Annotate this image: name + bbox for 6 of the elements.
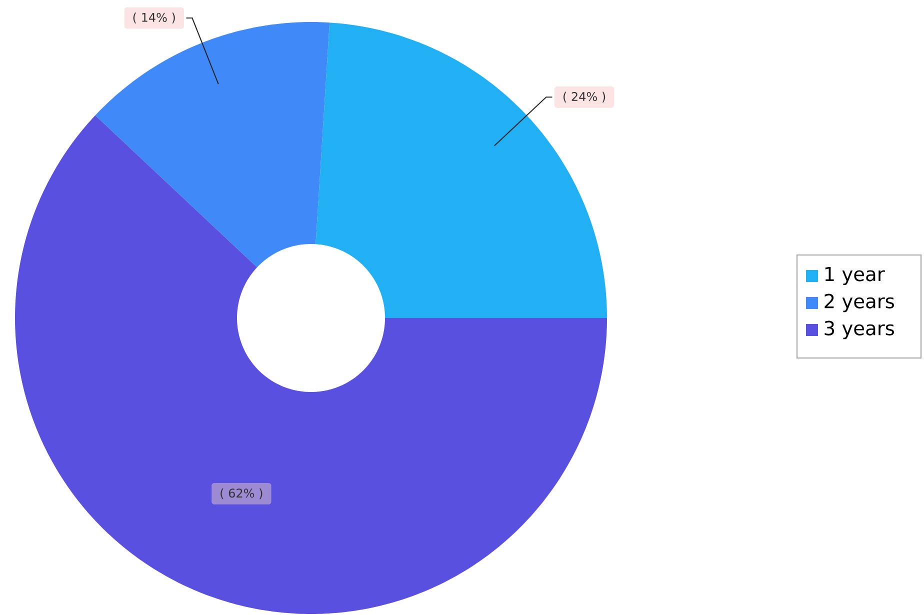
legend-label: 1 year (825, 266, 885, 286)
legend-label: 3 years (824, 320, 894, 340)
data-label: ( 62% ) (220, 488, 262, 500)
data-label: ( 24% ) (563, 92, 606, 102)
data-label: ( 14% ) (133, 12, 175, 24)
legend-label: 2 years (824, 294, 894, 312)
